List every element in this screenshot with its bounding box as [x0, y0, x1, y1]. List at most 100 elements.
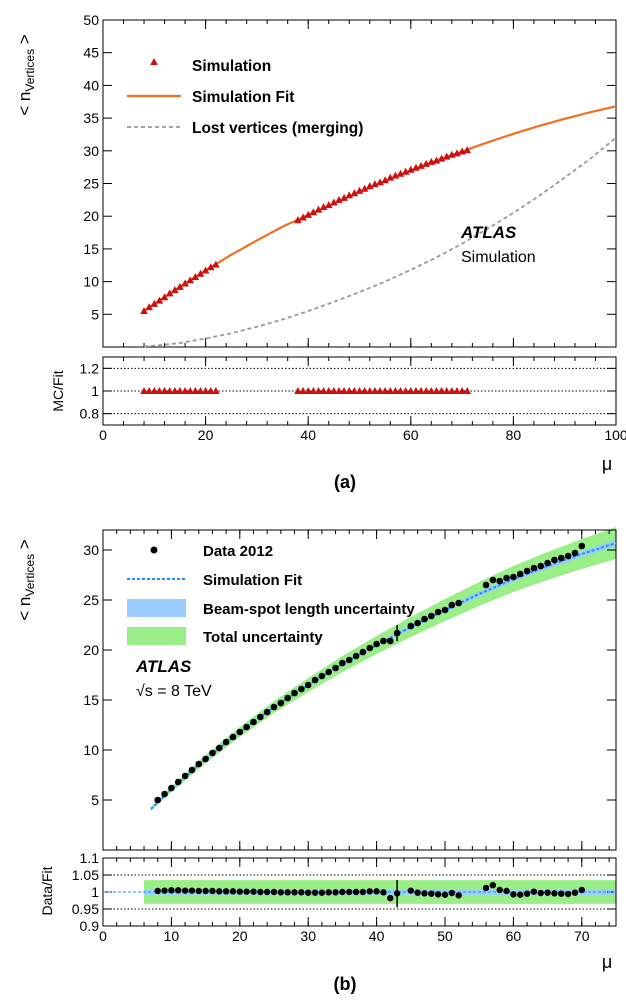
b-ratio-point: [510, 891, 517, 898]
a-simulation-point: [422, 159, 430, 167]
b-caption: (b): [334, 974, 357, 994]
a-simulation-point: [176, 282, 184, 290]
b-ratio-point: [216, 888, 223, 895]
b-ratio-point: [257, 888, 264, 896]
b-data-point: [434, 608, 442, 616]
a-ratio-x-tick-label: 0: [99, 427, 107, 443]
b-data-point: [496, 577, 504, 585]
b-data-point: [373, 640, 380, 648]
a-ratio-x-tick-label: 20: [198, 427, 214, 443]
b-ratio-x-tick-label: 30: [300, 928, 316, 944]
a-ratio-point: [304, 387, 312, 394]
b-data-point: [428, 612, 435, 620]
a-ratio-point: [140, 387, 148, 394]
a-ratio-point: [350, 387, 359, 394]
b-data-point: [571, 549, 579, 557]
a-simulation-point: [335, 195, 343, 203]
a-ratio-point: [314, 387, 323, 394]
b-ratio-point: [161, 887, 168, 894]
a-simulation-point: [442, 152, 451, 160]
a-simulation-point: [401, 167, 410, 175]
b-data-point: [154, 796, 162, 804]
b-ratio-y-tick-label: 1.1: [80, 850, 100, 866]
b-data-point: [414, 619, 421, 627]
b-ratio-point: [537, 889, 544, 897]
b-data-point: [441, 606, 449, 614]
b-data-point: [503, 574, 510, 582]
a-ratio-point: [212, 387, 220, 394]
b-ratio-x-tick-label: 20: [232, 928, 248, 944]
b-ratio-point: [496, 886, 503, 894]
b-ratio-point: [284, 889, 291, 896]
a-ratio-point: [422, 387, 430, 394]
a-legend-simulation-marker: [150, 58, 158, 65]
b-atlas-label: ATLAS: [135, 657, 192, 676]
a-simulation-point: [165, 289, 174, 297]
b-data-point: [284, 694, 291, 702]
b-ratio-point: [250, 888, 257, 895]
a-fit-line: [143, 105, 617, 312]
a-ratio-point: [381, 387, 389, 394]
a-main-y-tick-label: 30: [83, 143, 99, 159]
a-ratio-x-tick-label: 100: [604, 427, 626, 443]
b-ratio-point: [277, 889, 285, 896]
a-main-frame: [102, 19, 617, 348]
a-ratio-point: [417, 387, 425, 394]
a-ratio-point: [386, 387, 395, 394]
b-ratio-point: [222, 888, 230, 895]
b-legend-data-label: Data 2012: [203, 543, 273, 560]
b-main-frame: [102, 529, 617, 851]
b-data-point: [195, 760, 203, 768]
a-ratio-ylabel: MC/Fit: [50, 370, 66, 411]
a-simulation-point: [201, 266, 210, 274]
a-simulation-point: [324, 201, 333, 209]
b-ratio-point: [243, 888, 250, 895]
a-simulation-point: [407, 165, 415, 173]
a-main-y-tick-label: 35: [83, 110, 99, 126]
a-simulation-point: [345, 191, 354, 199]
a-ratio-point: [155, 387, 164, 394]
a-simulation-point: [340, 193, 348, 201]
b-ratio-x-tick-label: 70: [574, 928, 590, 944]
a-ratio-point: [463, 387, 472, 394]
b-ratio-point: [434, 891, 442, 898]
b-ratio-x-tick-label: 10: [164, 928, 180, 944]
b-data-point: [291, 689, 298, 697]
a-ylabel-sub: Vertices: [23, 49, 37, 92]
b-ratio-point: [311, 889, 319, 896]
b-data-point: [564, 552, 572, 560]
b-data-point: [455, 599, 462, 607]
a-ratio-point: [335, 387, 343, 394]
b-data-point: [174, 778, 182, 786]
b-data-point: [448, 601, 456, 609]
b-ratio-point: [318, 889, 326, 896]
b-ratio-point: [263, 888, 271, 896]
a-ratio-y-tick-label: 1.2: [80, 360, 100, 376]
a-caption: (a): [334, 472, 356, 492]
b-ratio-point: [154, 887, 161, 895]
a-ratio-point: [324, 387, 333, 394]
a-ratio-x-tick-label: 40: [300, 427, 316, 443]
b-data-point: [236, 728, 244, 736]
b-ratio-point: [441, 891, 449, 898]
b-ratio-point: [229, 888, 237, 895]
b-legend-total-swatch: [127, 627, 186, 645]
a-simulation-point: [391, 171, 400, 179]
b-data-point: [359, 648, 367, 656]
b-data-point: [181, 772, 189, 780]
b-legend-beamspot-swatch: [127, 599, 186, 617]
a-ratio-point: [401, 387, 410, 394]
b-data-point: [523, 567, 531, 575]
b-ratio-point: [270, 888, 278, 896]
a-simulation-point: [360, 184, 369, 192]
b-ylabel-sub: Vertices: [23, 554, 37, 597]
a-simulation-point: [463, 146, 472, 154]
a-ratio-x-tick-label: 80: [506, 427, 522, 443]
b-ratio-point: [209, 887, 216, 895]
b-data-point: [229, 733, 237, 741]
a-ratio-y-tick-label: 0.8: [80, 406, 100, 422]
b-ratio-x-tick-label: 50: [437, 928, 453, 944]
b-data-point: [332, 664, 339, 672]
a-ratio-point: [319, 387, 328, 394]
b-ratio-point: [558, 890, 565, 897]
